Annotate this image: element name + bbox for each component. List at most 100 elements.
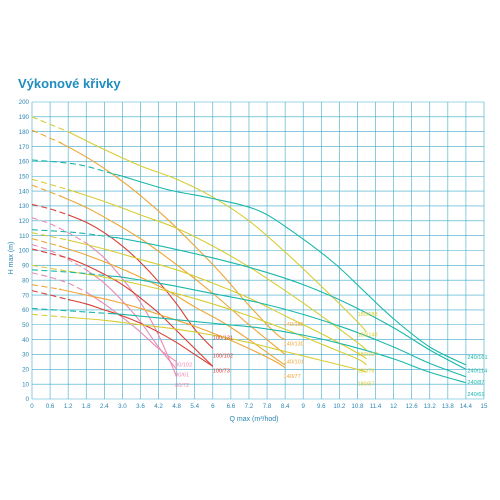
series-line-dashed-240-61 (31, 307, 114, 315)
x-axis-label: Q max (m³/hod) (229, 416, 278, 423)
y-tick-label: 0 (26, 396, 30, 403)
series-line-dashed-140-77 (31, 284, 62, 290)
y-tick-label: 110 (19, 233, 29, 240)
series-line-100-102 (67, 257, 214, 367)
series-label: 240/161 (467, 355, 487, 361)
series-line-140-77 (59, 288, 286, 369)
x-tick-label: 6 (211, 403, 215, 410)
series-line-140-130 (58, 195, 286, 355)
series-label: 240/61 (467, 392, 484, 398)
series-label: 240/114 (467, 368, 487, 374)
x-tick-label: 3.6 (136, 403, 145, 410)
y-tick-label: 30 (22, 352, 29, 359)
series-line-dashed-240-161 (31, 159, 114, 175)
x-tick-label: 1.2 (64, 403, 73, 410)
series-line-80-102 (85, 291, 177, 363)
x-tick-label: 13.2 (424, 403, 437, 410)
x-tick-label: 0.6 (46, 403, 55, 410)
series-label: 80/72 (175, 383, 189, 389)
series-label: 180/188 (357, 312, 377, 318)
x-tick-label: 11.4 (370, 403, 382, 410)
series-line-dashed-180-107 (31, 232, 72, 242)
series-label: 80/61 (175, 373, 189, 379)
x-tick-label: 15 (481, 403, 488, 410)
axis-ticks: 0 0.6 1.2 1.8 2.4 3.0 3.6 4.2 4.8 5.4 6 6.6 7.2 7.8 8.… (19, 99, 488, 410)
series-line-80-61 (85, 269, 178, 370)
series-line-dashed-180-188 (31, 116, 72, 134)
series-line-240-87 (113, 275, 467, 378)
series-line-dashed-80-72 (31, 217, 89, 245)
x-tick-label: 9.6 (317, 403, 326, 410)
series-label: 180/57 (357, 382, 374, 388)
y-tick-label: 170 (19, 144, 30, 151)
series-line-180-76 (68, 270, 367, 366)
y-tick-label: 90 (22, 263, 29, 270)
x-tick-label: 4.2 (154, 403, 163, 410)
x-tick-label: 0 (30, 403, 34, 410)
x-tick-label: 2.4 (100, 403, 109, 410)
y-tick-label: 180 (19, 129, 30, 136)
series-label: 180/107 (357, 352, 377, 358)
series-line-180-188 (67, 131, 367, 333)
series-label: 140/163 (284, 322, 304, 328)
series-label: 180/76 (357, 368, 374, 374)
series-line-dashed-180-148 (31, 178, 72, 191)
y-tick-label: 160 (19, 159, 30, 166)
y-tick-label: 70 (22, 292, 29, 299)
series-line-dashed-240-87 (31, 269, 114, 277)
series-line-240-161 (113, 173, 467, 366)
series-label: 180/148 (357, 333, 377, 339)
y-tick-label: 140 (19, 188, 30, 195)
y-tick-label: 120 (19, 218, 30, 225)
grid (31, 101, 485, 400)
series-label: 140/101 (284, 359, 304, 365)
series-line-240-61 (113, 313, 467, 384)
series-lines (31, 116, 467, 384)
y-tick-label: 100 (19, 248, 30, 255)
x-tick-label: 9 (301, 403, 305, 410)
x-tick-label: 4.8 (172, 403, 181, 410)
y-axis-label: H max (m) (8, 242, 15, 275)
y-tick-label: 190 (19, 114, 30, 121)
x-tick-label: 7.2 (245, 403, 254, 410)
series-label: 140/130 (284, 342, 304, 348)
series-line-dashed-140-163 (31, 129, 62, 144)
series-line-dashed-180-57 (31, 313, 72, 319)
y-tick-label: 40 (22, 337, 29, 344)
x-tick-label: 1.8 (82, 403, 91, 410)
y-tick-label: 60 (22, 307, 29, 314)
x-tick-label: 13.8 (442, 403, 455, 410)
x-tick-label: 14.4 (460, 403, 473, 410)
series-label: 100/73 (213, 368, 230, 374)
series-line-dashed-80-61 (31, 244, 89, 272)
series-labels: 80/102 80/61 80/72 100/131 100/102 100/73 140/… (175, 312, 488, 398)
series-line-240-114 (113, 236, 467, 370)
series-line-100-73 (68, 298, 214, 367)
y-tick-label: 10 (22, 381, 29, 388)
chart-title: Výkonové křivky (18, 76, 121, 91)
series-label: 100/131 (213, 336, 233, 342)
x-tick-label: 7.8 (263, 403, 272, 410)
series-line-180-148 (67, 189, 367, 351)
series-line-dashed-140-130 (31, 184, 62, 197)
series-label: 140/77 (284, 374, 301, 380)
x-tick-label: 12.6 (406, 403, 419, 410)
series-label: 80/102 (175, 362, 192, 368)
series-line-100-131 (67, 214, 214, 349)
x-tick-label: 6.6 (227, 403, 236, 410)
y-tick-label: 150 (19, 173, 30, 180)
x-tick-label: 8.4 (281, 403, 290, 410)
series-line-80-72 (85, 242, 178, 377)
y-tick-label: 20 (22, 367, 29, 374)
y-tick-label: 80 (22, 277, 29, 284)
y-tick-label: 200 (19, 99, 30, 106)
x-tick-label: 10.8 (351, 403, 364, 410)
x-tick-label: 5.4 (190, 403, 199, 410)
series-line-140-101 (58, 245, 286, 366)
x-tick-label: 12 (390, 403, 397, 410)
series-label: 240/87 (467, 380, 484, 386)
x-tick-label: 3.0 (118, 403, 127, 410)
series-label: 100/102 (213, 353, 233, 359)
